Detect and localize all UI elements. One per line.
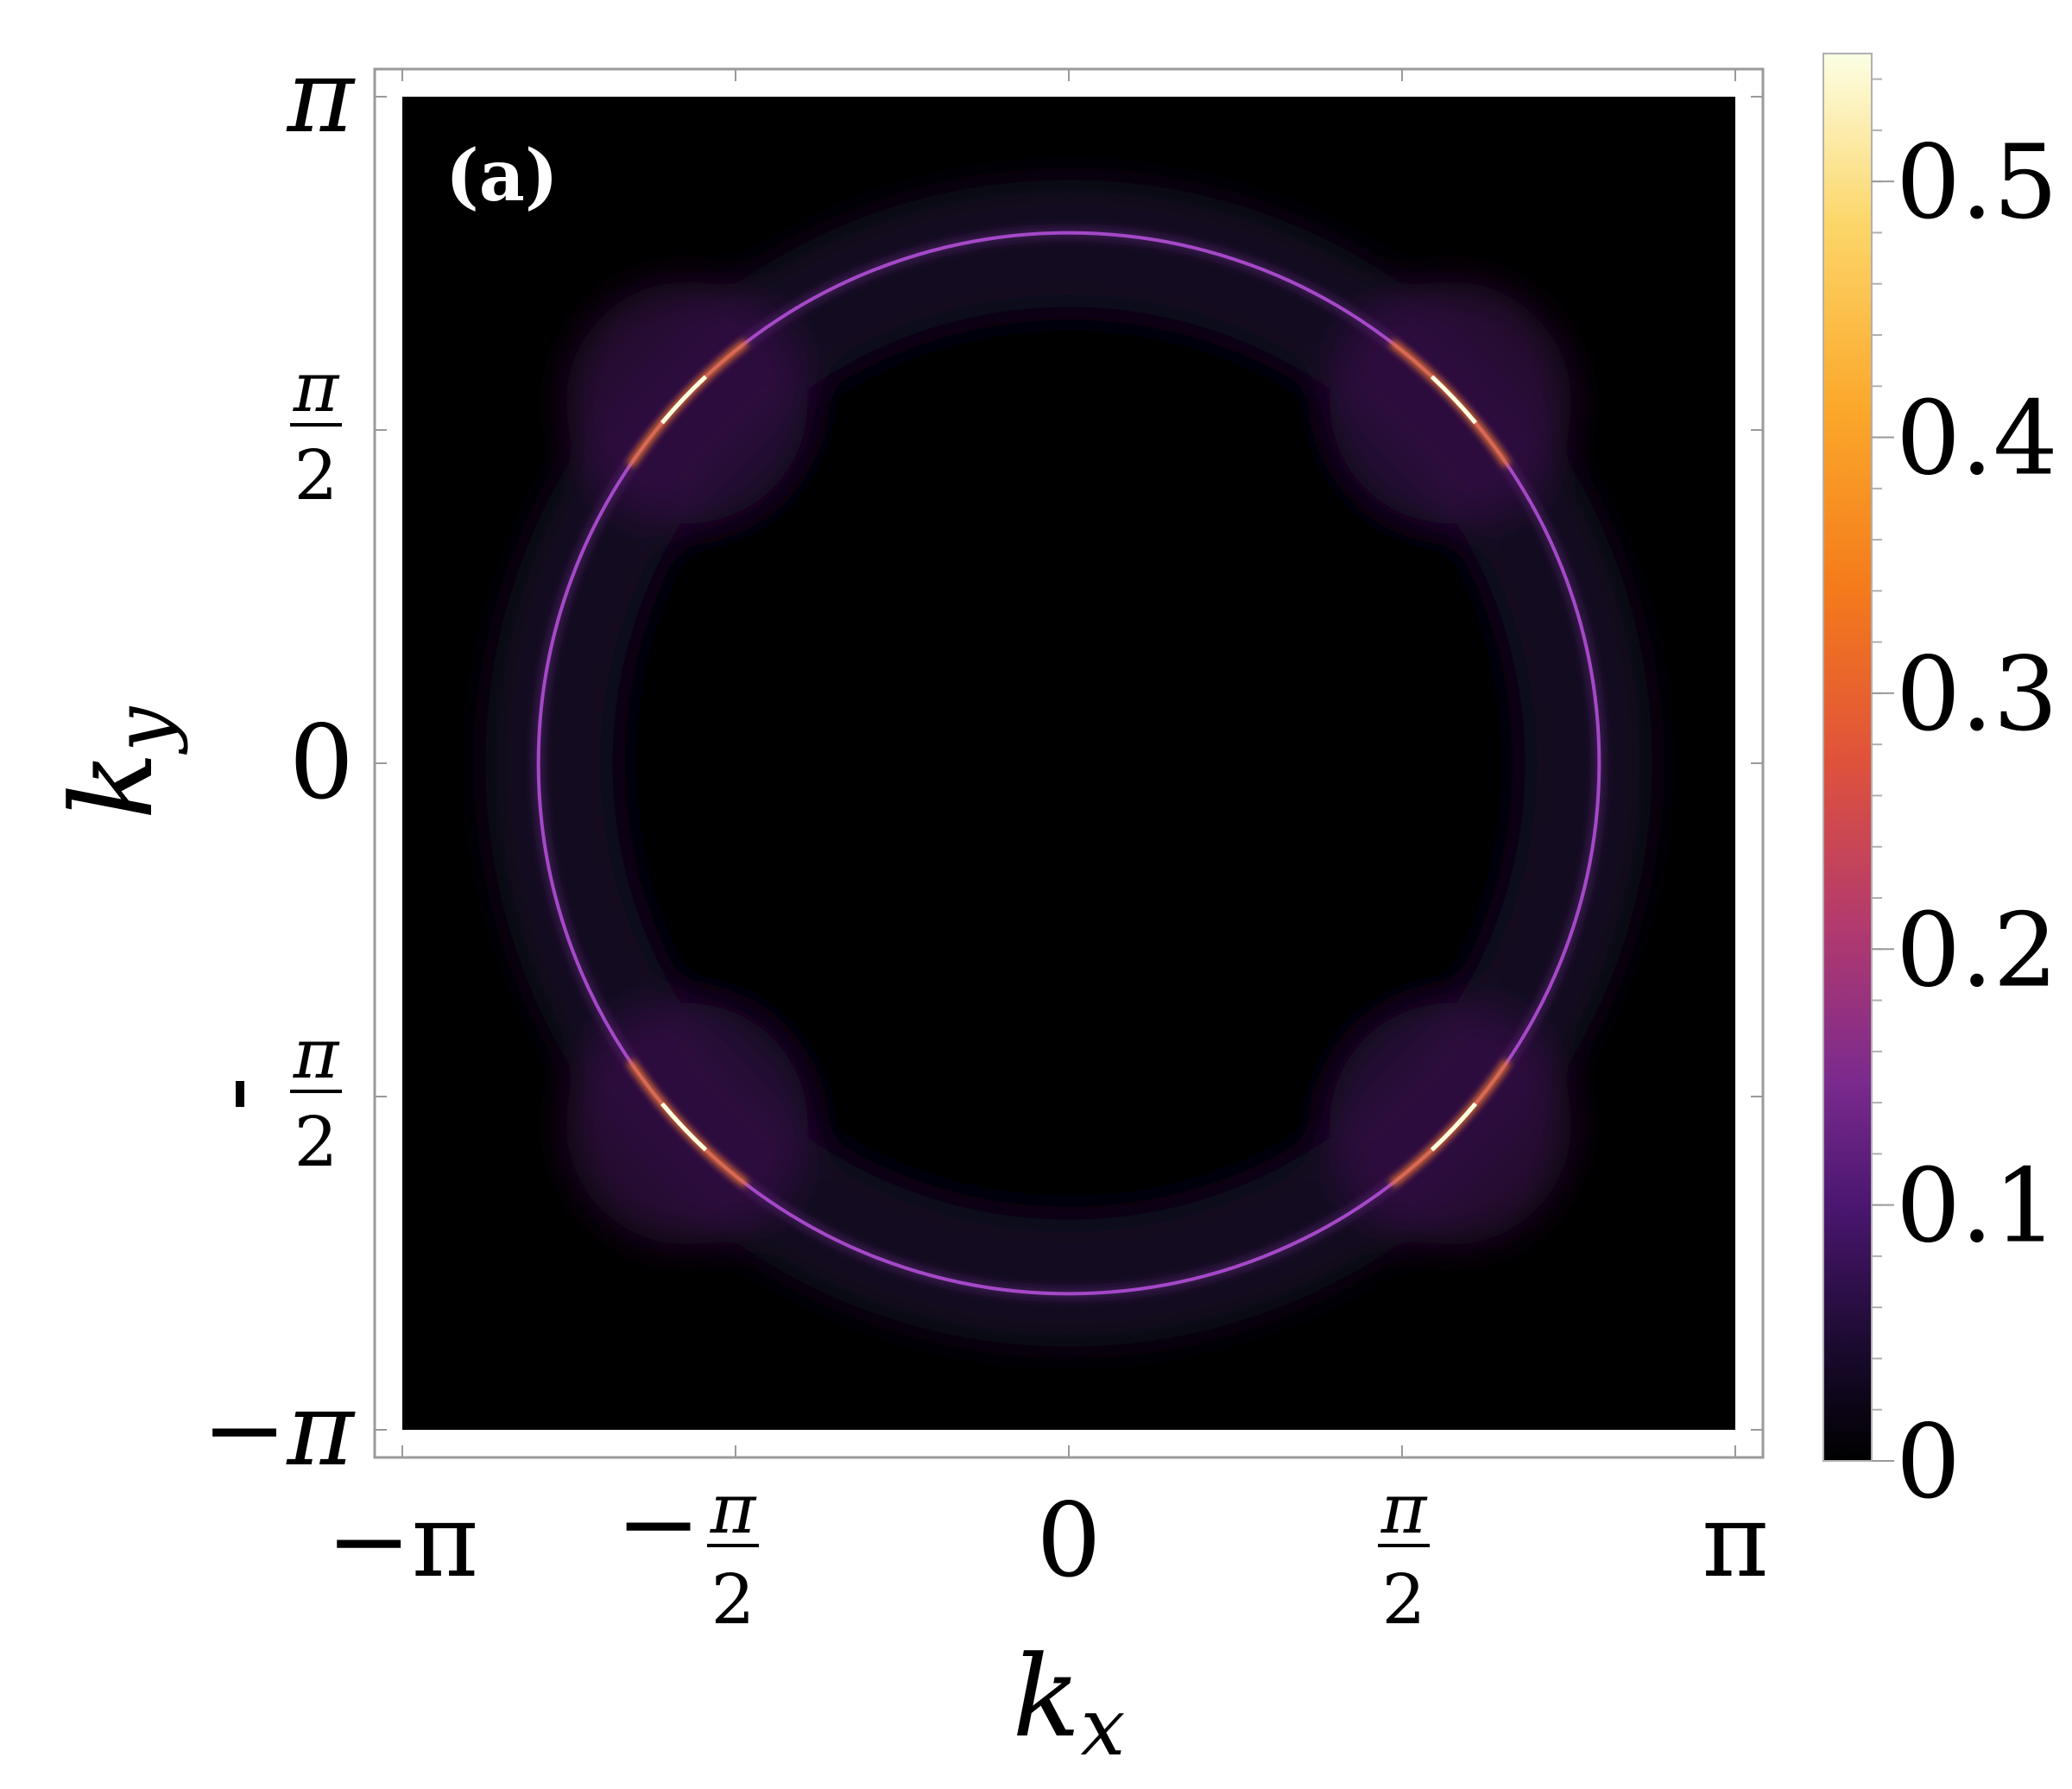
y-tick-sign-text: − (0, 0, 1, 1)
colorbar (1823, 54, 1872, 1461)
y-tick-frac-num: π (293, 347, 340, 427)
colorbar-tick-label: 0.5 (1896, 123, 2058, 242)
diffuse-lobes (485, 180, 1652, 1347)
x-axis-ticks: −π − π2 0 π2 π (326, 69, 1769, 1640)
y-tick-label: −π2 (0, 0, 342, 1182)
y-tick-label: −π (202, 1369, 357, 1489)
hotspot-peak (1430, 1102, 1478, 1152)
x-tick-label: 0 (1036, 1481, 1101, 1600)
x-tick-frac-num: π (1380, 1469, 1428, 1549)
hotspots (627, 338, 1511, 1188)
x-tick-frac-den: 2 (1382, 1559, 1426, 1640)
inner-dark-core (612, 307, 1526, 1220)
colorbar-tick-label: 0.2 (1896, 890, 2058, 1009)
colorbar-tick-label: 0.3 (1896, 635, 2058, 754)
x-tick-sign: − (616, 1463, 701, 1583)
x-tick-label: π2 (1378, 1469, 1431, 1640)
y-axis-label: ky (47, 706, 189, 820)
hotspot-peak (660, 1102, 708, 1152)
y-tick-label: π2 (290, 347, 342, 515)
y-tick-frac-den: 2 (294, 435, 338, 515)
fermi-ring (531, 225, 1607, 1301)
colorbar-tick-label: 0.4 (1896, 379, 2058, 498)
hotspot-peak (1430, 375, 1478, 425)
ring-line (536, 231, 1601, 1296)
x-tick-label: − π 2 (616, 1463, 759, 1640)
x-tick-frac-num: π (710, 1469, 757, 1549)
x-tick-frac-den: 2 (711, 1559, 755, 1640)
x-tick-label: −π (326, 1481, 478, 1600)
y-tick-frac-den: 2 (294, 1102, 338, 1182)
colorbar-ticks: 0 0.1 0.2 0.3 0.4 0.5 (1872, 78, 2058, 1521)
y-tick-frac-num: π (293, 1014, 340, 1094)
y-tick-label: 0 (289, 703, 354, 822)
colorbar-frame (1822, 53, 1873, 1462)
hotspot-peak (660, 375, 708, 425)
x-tick-label: π (1702, 1481, 1769, 1600)
colorbar-tick-label: 0.1 (1896, 1147, 2058, 1266)
x-axis-label: kx (1013, 1631, 1126, 1773)
heatmap-area: (a) (402, 97, 1735, 1430)
colorbar-tick-label: 0 (1896, 1402, 1961, 1521)
y-tick-label: π (285, 36, 356, 155)
panel-label: (a) (445, 135, 559, 218)
